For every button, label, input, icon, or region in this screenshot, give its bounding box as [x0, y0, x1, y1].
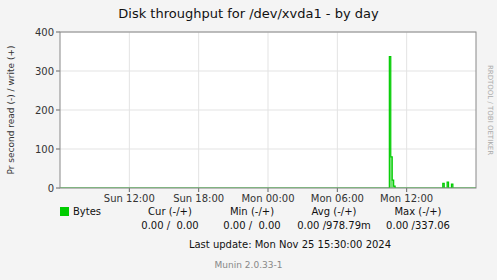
area — [60, 57, 476, 188]
tick-label: 200 — [35, 105, 54, 116]
last-update: Last update: Mon Nov 25 15:30:00 2024 — [189, 239, 391, 250]
tick-label: Sun 18:00 — [173, 193, 224, 204]
annotation: RRDTOOL / TOBI OETIKER — [486, 65, 494, 155]
tick-mark — [406, 188, 407, 192]
grid-line — [337, 32, 338, 188]
plot-area — [60, 57, 476, 188]
tick-mark — [56, 188, 60, 189]
tick-mark — [56, 71, 60, 72]
tick-label: Mon 06:00 — [311, 193, 364, 204]
line — [60, 57, 476, 188]
grid-line — [268, 32, 269, 188]
stats-header: Avg (-/+) — [312, 206, 357, 217]
tick-label: Mon 12:00 — [380, 193, 433, 204]
grid-line — [129, 32, 130, 188]
stats-value: 0.00 / 0.00 — [141, 220, 198, 231]
axis-label: Pr second read (-) / write (+) — [6, 46, 16, 175]
stats-value: 0.00 / 0.00 — [223, 220, 280, 231]
stats-header: Cur (-/+) — [148, 206, 192, 217]
stats-value: 0.00 /337.06 — [386, 220, 450, 231]
tick-label: 300 — [35, 66, 54, 77]
tick-label: 0 — [48, 183, 54, 194]
tick-label: Mon 00:00 — [241, 193, 294, 204]
legend-entry: Bytes — [73, 206, 101, 217]
tick-mark — [198, 188, 199, 192]
tick-mark — [56, 32, 60, 33]
tick-label: 400 — [35, 27, 54, 38]
tick-mark — [56, 149, 60, 150]
tick-label: Sun 12:00 — [104, 193, 155, 204]
tick-mark — [129, 188, 130, 192]
grid-line — [198, 32, 199, 188]
stats-header: Max (-/+) — [394, 206, 441, 217]
footer: Munin 2.0.33-1 — [215, 260, 283, 270]
tick-label: 100 — [35, 144, 54, 155]
grid-line — [406, 32, 407, 188]
tick-mark — [56, 110, 60, 111]
stats-header: Min (-/+) — [230, 206, 274, 217]
tick-mark — [337, 188, 338, 192]
title: Disk throughput for /dev/xvda1 - by day — [118, 6, 379, 21]
chart: 0 100 200 300 400 Sun 12:00 Sun 18:00 Mon 00:00… — [0, 0, 497, 280]
tick-mark — [268, 188, 269, 192]
stats-value: 0.00 /978.79m — [297, 220, 371, 231]
plot-frame — [60, 32, 476, 188]
legend-swatch — [60, 207, 69, 216]
plot-background — [60, 32, 476, 188]
